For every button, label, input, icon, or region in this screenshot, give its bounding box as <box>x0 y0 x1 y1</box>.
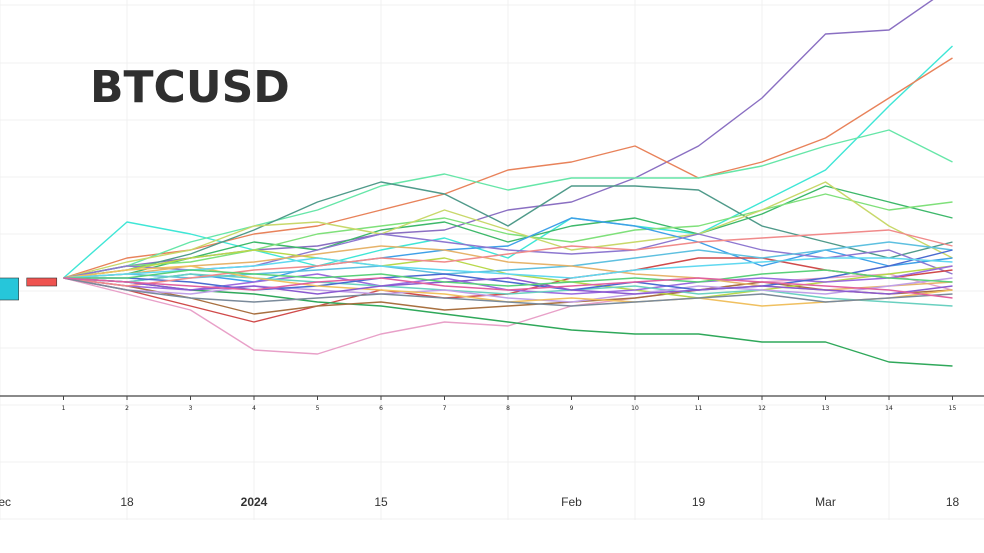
series-line-23 <box>63 229 953 287</box>
date-tick-label-0: ec <box>0 495 11 509</box>
date-tick-label-2: 2024 <box>241 495 268 509</box>
series-line-15 <box>63 241 953 279</box>
series-line-6 <box>63 193 953 279</box>
series-lines <box>63 0 953 367</box>
date-tick-label-3: 15 <box>374 495 388 509</box>
series-line-20 <box>63 249 953 291</box>
x-index-label-3: 4 <box>252 405 256 412</box>
grid-lines <box>0 0 984 520</box>
x-index-label-9: 10 <box>631 405 639 412</box>
series-line-1 <box>63 45 953 279</box>
series-line-22 <box>63 257 953 279</box>
x-index-label-4: 5 <box>316 405 320 412</box>
x-index-label-10: 11 <box>695 405 703 412</box>
series-line-2 <box>63 57 953 279</box>
series-line-3 <box>63 129 953 279</box>
series-line-4 <box>63 181 953 279</box>
x-index-label-0: 1 <box>62 405 66 412</box>
x-index-label-5: 6 <box>379 405 383 412</box>
x-index-label-6: 7 <box>443 405 447 412</box>
series-line-24 <box>63 277 953 307</box>
x-index-label-13: 14 <box>885 405 893 412</box>
x-index-label-8: 9 <box>570 405 574 412</box>
series-line-19 <box>63 277 953 303</box>
date-tick-label-4: Feb <box>561 495 582 509</box>
candle-1 <box>26 277 58 287</box>
x-index-label-14: 15 <box>949 405 957 412</box>
chart-title: BTCUSD <box>90 62 290 113</box>
series-line-26 <box>63 269 953 287</box>
date-tick-label-5: 19 <box>692 495 706 509</box>
series-line-13 <box>63 277 953 315</box>
x-index-label-2: 3 <box>189 405 193 412</box>
series-line-25 <box>63 277 953 295</box>
candles <box>0 277 58 301</box>
date-tick-label-7: 18 <box>946 495 960 509</box>
x-index-label-11: 12 <box>758 405 766 412</box>
series-line-10 <box>63 273 953 355</box>
series-line-5 <box>63 185 953 279</box>
x-index-label-7: 8 <box>506 405 510 412</box>
series-line-27 <box>63 277 953 299</box>
x-index-label-1: 2 <box>125 405 129 412</box>
date-tick-label-6: Mar <box>815 495 836 509</box>
x-index-label-12: 13 <box>822 405 830 412</box>
candle-0 <box>0 277 19 301</box>
date-tick-label-1: 18 <box>120 495 134 509</box>
series-line-7 <box>63 181 953 279</box>
